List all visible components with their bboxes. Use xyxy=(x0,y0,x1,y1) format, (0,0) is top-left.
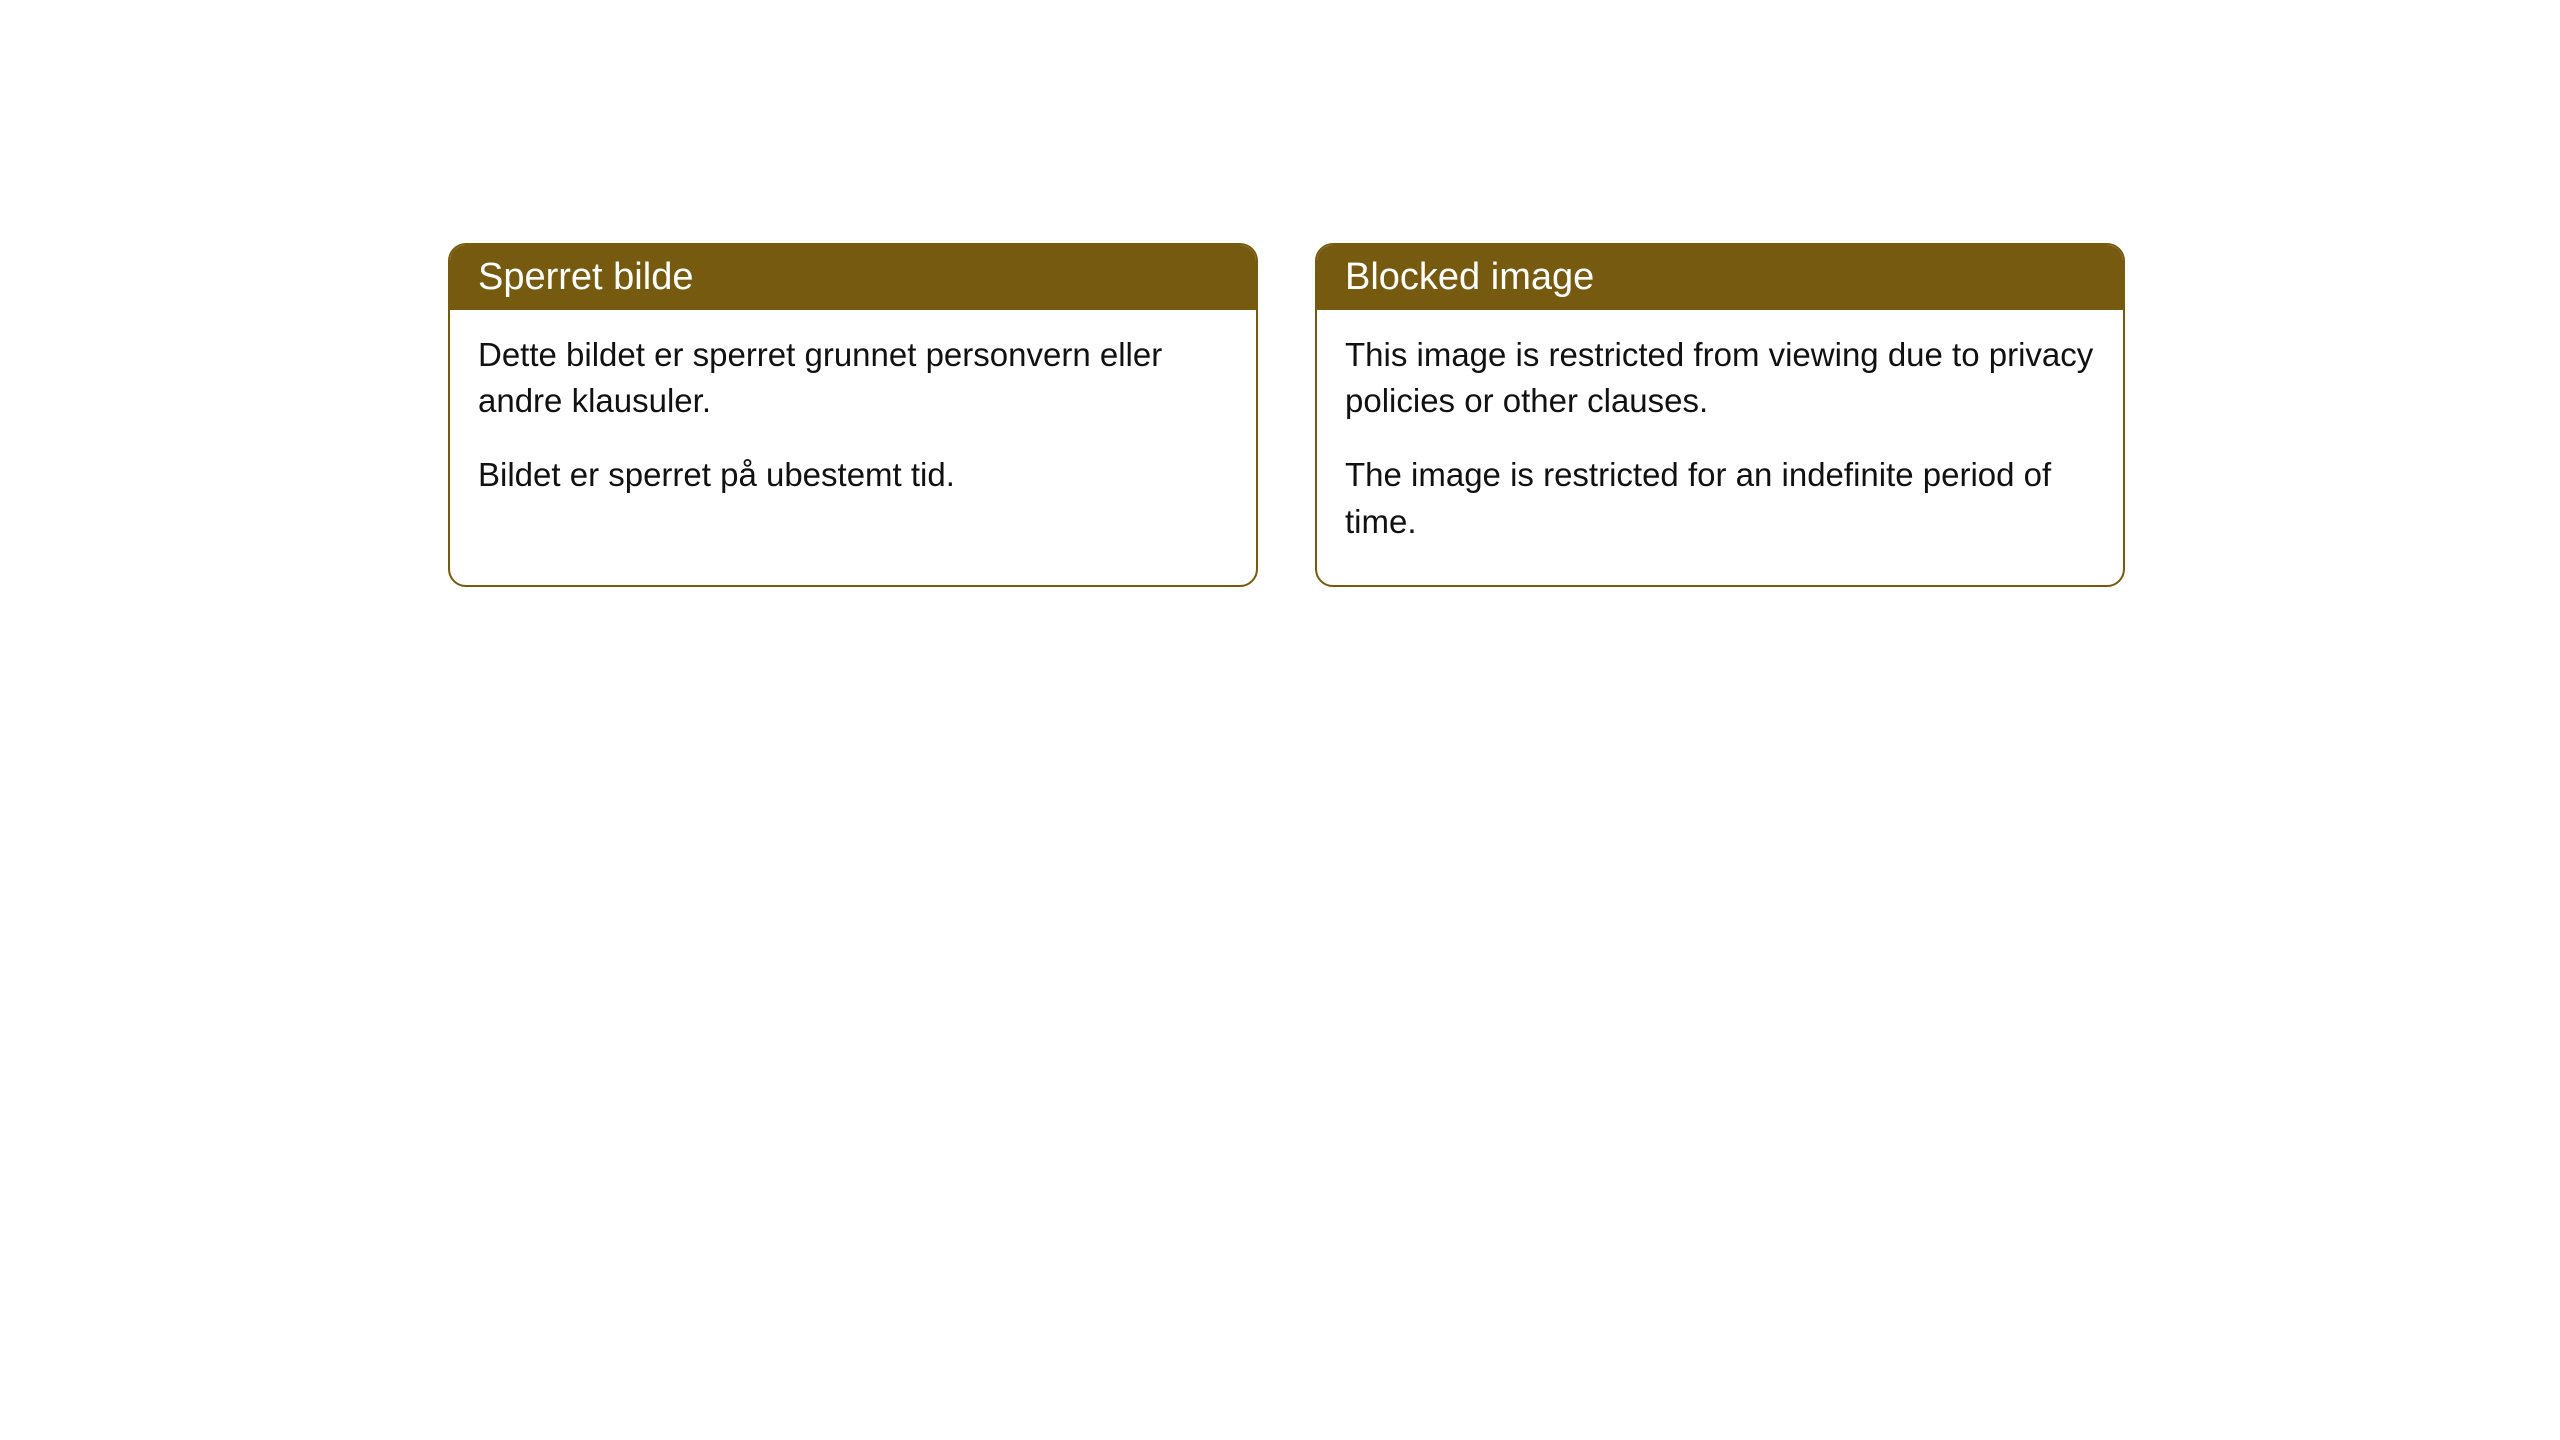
notice-text-line1: This image is restricted from viewing du… xyxy=(1345,332,2095,424)
card-header-english: Blocked image xyxy=(1317,245,2123,310)
blocked-image-card-norwegian: Sperret bilde Dette bildet er sperret gr… xyxy=(448,243,1258,587)
card-body-english: This image is restricted from viewing du… xyxy=(1317,310,2123,585)
blocked-image-card-english: Blocked image This image is restricted f… xyxy=(1315,243,2125,587)
notice-cards-container: Sperret bilde Dette bildet er sperret gr… xyxy=(448,243,2560,587)
notice-text-line2: The image is restricted for an indefinit… xyxy=(1345,452,2095,544)
notice-text-line2: Bildet er sperret på ubestemt tid. xyxy=(478,452,1228,498)
card-title: Blocked image xyxy=(1345,256,1594,298)
card-title: Sperret bilde xyxy=(478,256,693,298)
notice-text-line1: Dette bildet er sperret grunnet personve… xyxy=(478,332,1228,424)
card-header-norwegian: Sperret bilde xyxy=(450,245,1256,310)
card-body-norwegian: Dette bildet er sperret grunnet personve… xyxy=(450,310,1256,539)
